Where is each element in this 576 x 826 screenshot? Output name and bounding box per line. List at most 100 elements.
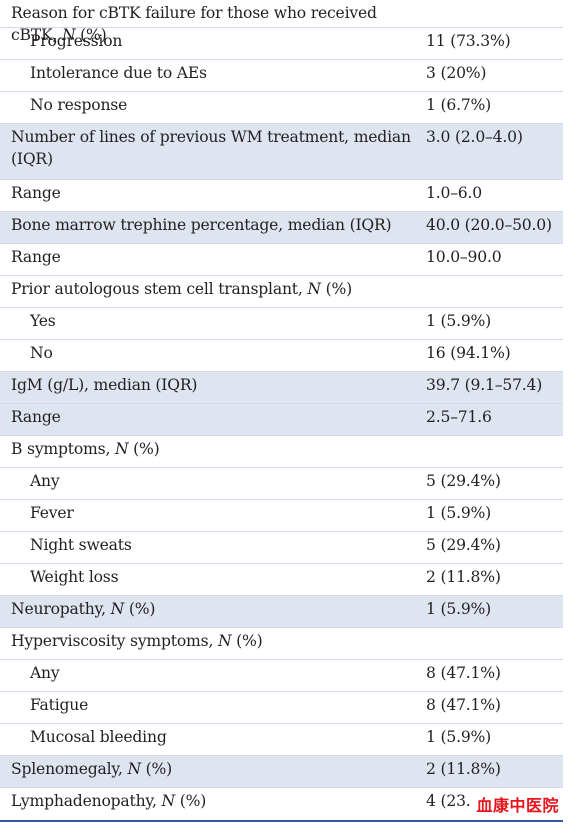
row-label: Night sweats	[0, 532, 414, 556]
row-label-tail: (%)	[128, 440, 160, 458]
row-value: 4 (23.	[426, 792, 471, 810]
row-value: 1 (5.9%)	[426, 600, 492, 618]
row-label-text: Bone marrow trephine percentage, median …	[11, 216, 392, 234]
row-label-text: No	[30, 344, 53, 362]
row-label-n: N	[161, 792, 175, 810]
table-row: Range 1.0–6.0	[0, 179, 563, 211]
row-label: Lymphadenopathy, N (%)	[0, 788, 414, 812]
row-value: 10.0–90.0	[426, 248, 502, 266]
row-value: 1 (6.7%)	[426, 96, 492, 114]
row-label: Fever	[0, 500, 414, 524]
row-label-text: Any	[30, 472, 60, 490]
row-value: 1.0–6.0	[426, 184, 482, 202]
table-row: Weight loss 2 (11.8%)	[0, 563, 563, 595]
row-label-n: N	[217, 632, 232, 650]
row-label-text: Any	[30, 664, 60, 682]
row-label-tail: (%)	[231, 632, 263, 650]
table-row: Range 10.0–90.0	[0, 243, 563, 275]
row-label-text: Reason for cBTK failure for those who re…	[11, 4, 377, 44]
watermark-text: 血康中医院	[473, 792, 562, 816]
row-value: 5 (29.4%)	[426, 472, 501, 490]
table-row: Any 5 (29.4%)	[0, 467, 563, 499]
table-row: Number of lines of previous WM treatment…	[0, 123, 563, 179]
table-row: Intolerance due to AEs 3 (20%)	[0, 59, 563, 91]
row-label-tail: (%)	[320, 280, 353, 298]
table-row: Bone marrow trephine percentage, median …	[0, 211, 563, 243]
row-label-text: Night sweats	[30, 536, 132, 554]
table-bottom-rule	[0, 820, 563, 822]
table-row: Prior autologous stem cell transplant, N…	[0, 275, 563, 307]
row-value	[414, 276, 563, 278]
row-label-text: No response	[30, 96, 128, 114]
row-label: Any	[0, 468, 414, 492]
table-row: Fever 1 (5.9%)	[0, 499, 563, 531]
row-label-n: N	[110, 600, 125, 618]
row-label: Fatigue	[0, 692, 414, 716]
row-label: IgM (g/L), median (IQR)	[0, 372, 414, 396]
row-value: 3 (20%)	[426, 64, 487, 82]
row-label-text: Fever	[30, 504, 74, 522]
table-row: Fatigue 8 (47.1%)	[0, 691, 563, 723]
row-label: Mucosal bleeding	[0, 724, 414, 748]
row-label-text: Progression	[30, 32, 123, 50]
row-value: 1 (5.9%)	[426, 312, 492, 330]
row-value: 5 (29.4%)	[426, 536, 501, 554]
row-label: Any	[0, 660, 414, 684]
row-value: 40.0 (20.0–50.0)	[426, 216, 552, 234]
row-label-text: Mucosal bleeding	[30, 728, 167, 746]
row-label-text: Number of lines of previous WM treatment…	[11, 128, 411, 168]
row-label-text: Yes	[30, 312, 56, 330]
row-value: 8 (47.1%)	[426, 696, 501, 714]
row-label-text: Lymphadenopathy,	[11, 792, 162, 810]
row-value: 8 (47.1%)	[426, 664, 501, 682]
table-row: Any 8 (47.1%)	[0, 659, 563, 691]
table-row: B symptoms, N (%)	[0, 435, 563, 467]
row-label: Bone marrow trephine percentage, median …	[0, 212, 414, 236]
row-label: Hyperviscosity symptoms, N (%)	[0, 628, 414, 652]
row-label: Progression	[0, 28, 414, 52]
row-value: 11 (73.3%)	[426, 32, 511, 50]
row-label: Splenomegaly, N (%)	[0, 756, 414, 780]
row-label-n: N	[114, 440, 129, 458]
row-label-tail: (%)	[174, 792, 207, 810]
row-label-text: Intolerance due to AEs	[30, 64, 207, 82]
row-label-tail: (%)	[140, 760, 173, 778]
row-label: Prior autologous stem cell transplant, N…	[0, 276, 414, 300]
row-label-tail: (%)	[75, 26, 107, 44]
table-row: Mucosal bleeding 1 (5.9%)	[0, 723, 563, 755]
table-row: No 16 (94.1%)	[0, 339, 563, 371]
row-label-text: IgM (g/L), median (IQR)	[11, 376, 198, 394]
row-label: Range	[0, 404, 414, 428]
row-value: 1 (5.9%)	[426, 728, 492, 746]
row-label: No	[0, 340, 414, 364]
row-label-text: Splenomegaly,	[11, 760, 128, 778]
table-row: Neuropathy, N (%) 1 (5.9%)	[0, 595, 563, 627]
row-label-text: Weight loss	[30, 568, 119, 586]
row-label-text: Neuropathy,	[11, 600, 111, 618]
row-label-text: Fatigue	[30, 696, 89, 714]
row-label-n: N	[127, 760, 141, 778]
row-value: 1 (5.9%)	[426, 504, 492, 522]
row-label-text: B symptoms,	[11, 440, 115, 458]
table-row: Lymphadenopathy, N (%) 4 (23.	[0, 787, 563, 819]
row-label-text: Range	[11, 184, 61, 202]
row-label-text: Prior autologous stem cell transplant,	[11, 280, 308, 298]
row-label: Yes	[0, 308, 414, 332]
table-row: Yes 1 (5.9%)	[0, 307, 563, 339]
row-label-n: N	[61, 26, 76, 44]
table-row: Progression 11 (73.3%)	[0, 27, 563, 59]
row-label: B symptoms, N (%)	[0, 436, 414, 460]
row-label: Intolerance due to AEs	[0, 60, 414, 84]
row-value: 3.0 (2.0–4.0)	[426, 128, 523, 146]
table-row: Night sweats 5 (29.4%)	[0, 531, 563, 563]
table-row: No response 1 (6.7%)	[0, 91, 563, 123]
row-value: 2 (11.8%)	[426, 760, 501, 778]
table-row: Hyperviscosity symptoms, N (%)	[0, 627, 563, 659]
row-value: 2 (11.8%)	[426, 568, 501, 586]
table-row: Reason for cBTK failure for those who re…	[0, 0, 563, 44]
row-value	[414, 0, 563, 2]
row-value: 39.7 (9.1–57.4)	[426, 376, 543, 394]
row-value	[414, 628, 563, 630]
row-label-text: Hyperviscosity symptoms,	[11, 632, 218, 650]
row-label: Reason for cBTK failure for those who re…	[0, 0, 414, 46]
